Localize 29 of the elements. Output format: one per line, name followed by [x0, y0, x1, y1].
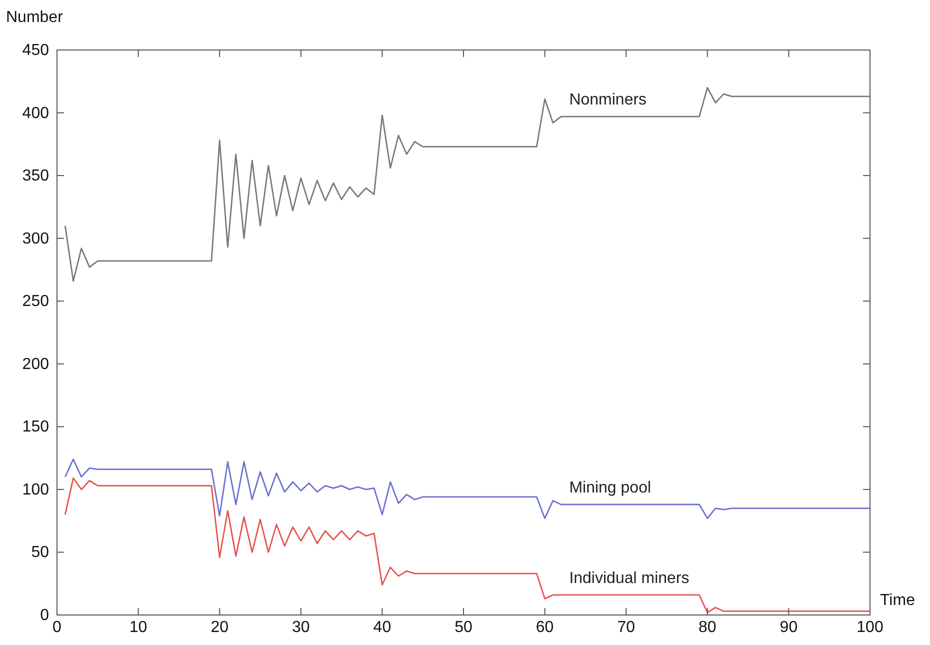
x-tick-label: 70	[617, 619, 636, 636]
y-tick-label: 350	[22, 168, 50, 185]
x-tick-label: 0	[52, 619, 62, 636]
x-tick-label: 60	[536, 619, 554, 636]
line-series	[64, 477, 871, 614]
y-tick-label: 50	[31, 544, 50, 562]
y-tick-label: 0	[40, 607, 50, 624]
x-tick-label: 10	[129, 619, 148, 636]
x-tick-label: 20	[210, 619, 229, 636]
x-tick-label: 90	[780, 619, 798, 636]
x-tick-label: 30	[292, 619, 310, 636]
y-tick-label: 150	[22, 418, 50, 436]
y-tick-label: 300	[22, 230, 50, 248]
y-axis-title: Number	[6, 9, 64, 26]
y-tick-label: 450	[22, 42, 50, 59]
x-tick-label: 80	[698, 619, 716, 636]
y-tick-label: 100	[22, 481, 50, 498]
series-label: Mining pool	[569, 480, 652, 497]
y-tick-label: 400	[22, 104, 50, 122]
line-series	[64, 86, 871, 282]
y-tick-label: 250	[22, 293, 50, 310]
x-axis-title: Time	[880, 592, 916, 609]
series-label: Individual miners	[569, 570, 690, 587]
line-series	[64, 458, 871, 520]
x-tick-label: 100	[856, 619, 884, 636]
x-tick-label: 50	[454, 619, 472, 636]
series-label: Nonminers	[569, 92, 647, 109]
y-tick-label: 200	[22, 356, 50, 373]
x-tick-label: 40	[373, 619, 392, 636]
